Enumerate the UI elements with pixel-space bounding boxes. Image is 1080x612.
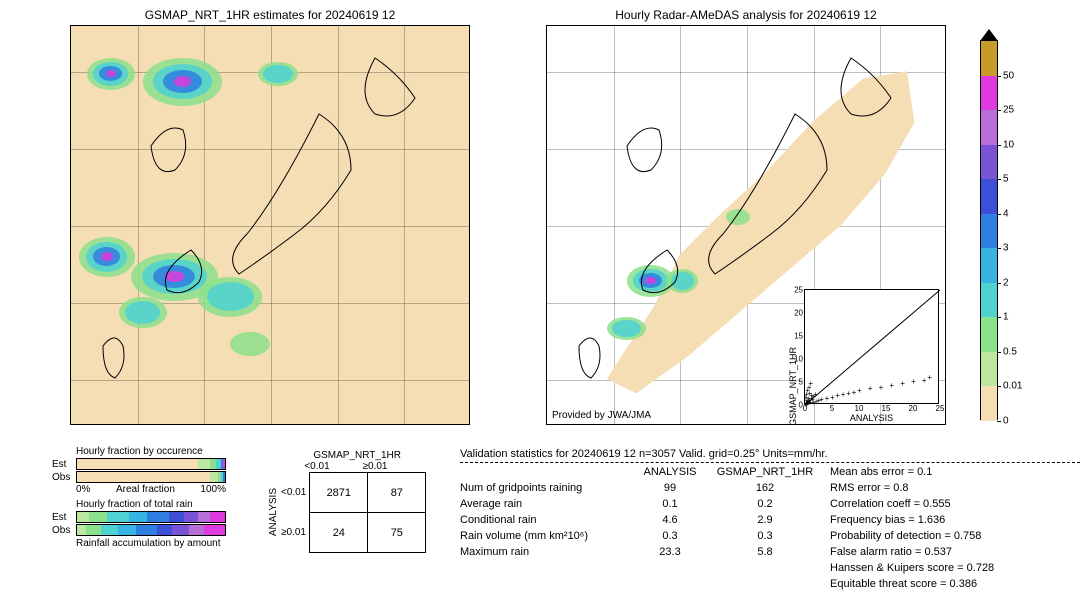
ct-col-0: <0.01 — [288, 461, 346, 472]
fraction-bar — [76, 511, 226, 523]
validation-panel: Validation statistics for 20240619 12 n=… — [460, 448, 1080, 593]
frac-scale-mid: Areal fraction — [116, 484, 175, 495]
validation-rows: Num of gridpoints raining99162Average ra… — [460, 481, 830, 561]
colorbar-seg — [981, 145, 997, 180]
validation-metric: Probability of detection = 0.758 — [830, 529, 1060, 545]
fraction-label: Est — [52, 459, 76, 470]
coastline — [71, 26, 470, 425]
validation-row: Num of gridpoints raining99162 — [460, 481, 830, 497]
ct-cell-00: 2871 — [310, 473, 368, 513]
total-rain-title: Hourly fraction of total rain — [76, 499, 252, 510]
colorbar-seg — [981, 41, 997, 76]
fraction-label: Obs — [52, 525, 76, 536]
ct-cell-10: 24 — [310, 513, 368, 553]
colorbar-seg — [981, 110, 997, 145]
validation-metric: Hanssen & Kuipers score = 0.728 — [830, 561, 1060, 577]
ct-row-0: <0.01 — [281, 487, 306, 498]
contingency-table: 2871 87 24 75 — [309, 472, 426, 553]
fraction-bar — [76, 471, 226, 483]
fraction-total-bars: Est Obs — [52, 511, 252, 536]
scatter-ylabel: GSMAP_NRT_1HR — [788, 347, 798, 426]
colorbar-seg — [981, 283, 997, 318]
fraction-bar — [76, 524, 226, 536]
scatter-xlabel: ANALYSIS — [850, 413, 893, 423]
colorbar-seg — [981, 386, 997, 421]
validation-title: Validation statistics for 20240619 12 n=… — [460, 448, 1080, 460]
contingency-panel: GSMAP_NRT_1HR <0.01 ≥0.01 ANALYSIS <0.01… — [268, 450, 426, 553]
ct-row-1: ≥0.01 — [281, 527, 306, 538]
colorbar-seg — [981, 317, 997, 352]
validation-metric: RMS error = 0.8 — [830, 481, 1060, 497]
validation-header: ANALYSIS GSMAP_NRT_1HR — [460, 465, 830, 481]
validation-metric: False alarm ratio = 0.537 — [830, 545, 1060, 561]
validation-row: Rain volume (mm km²10⁶)0.30.3 — [460, 529, 830, 545]
validation-row: Average rain0.10.2 — [460, 497, 830, 513]
colorbar-seg — [981, 214, 997, 249]
rainfall-legend: Rainfall accumulation by amount — [76, 538, 252, 549]
map-right-frame: Provided by JWA/JMA 25°N30°N35°N40°N45°N… — [546, 25, 946, 425]
validation-row: Conditional rain4.62.9 — [460, 513, 830, 529]
ct-col-1: ≥0.01 — [346, 461, 404, 472]
fraction-occurrence-bars: Est Obs — [52, 458, 252, 483]
colorbar-seg — [981, 248, 997, 283]
validation-metrics: Mean abs error = 0.1RMS error = 0.8Corre… — [830, 465, 1060, 593]
map-right-title: Hourly Radar-AMeDAS analysis for 2024061… — [546, 8, 946, 22]
ct-cell-11: 75 — [368, 513, 426, 553]
contingency-row-title: ANALYSIS — [268, 488, 279, 536]
validation-metric: Correlation coeff = 0.555 — [830, 497, 1060, 513]
fraction-label: Est — [52, 512, 76, 523]
frac-scale-right: 100% — [200, 484, 226, 495]
frac-scale-left: 0% — [76, 484, 90, 495]
validation-metric: Equitable threat score = 0.386 — [830, 577, 1060, 593]
fraction-bar — [76, 458, 226, 470]
colorbar: 00.010.512345102550 — [980, 40, 998, 420]
colorbar-seg — [981, 179, 997, 214]
ct-cell-01: 87 — [368, 473, 426, 513]
colorbar-seg — [981, 352, 997, 387]
occurrence-title: Hourly fraction by occurence — [76, 446, 252, 457]
validation-row: Maximum rain23.35.8 — [460, 545, 830, 561]
scatter-inset: ++++++++++++++++++++++++++++++++++++++++… — [804, 289, 939, 404]
map-left-frame: 25°N30°N35°N40°N45°N125°E130°E135°E140°E… — [70, 25, 470, 425]
colorbar-arrow-top — [980, 29, 998, 41]
validation-metric: Frequency bias = 1.636 — [830, 513, 1060, 529]
fraction-label: Obs — [52, 472, 76, 483]
fraction-bars-panel: Hourly fraction by occurence Est Obs 0% A… — [52, 446, 252, 549]
validation-metric: Mean abs error = 0.1 — [830, 465, 1060, 481]
map-right-panel: Hourly Radar-AMeDAS analysis for 2024061… — [546, 8, 946, 425]
contingency-col-title: GSMAP_NRT_1HR — [288, 450, 426, 461]
colorbar-seg — [981, 76, 997, 111]
map-left-title: GSMAP_NRT_1HR estimates for 20240619 12 — [70, 8, 470, 22]
map-left-panel: GSMAP_NRT_1HR estimates for 20240619 12 … — [70, 8, 470, 425]
